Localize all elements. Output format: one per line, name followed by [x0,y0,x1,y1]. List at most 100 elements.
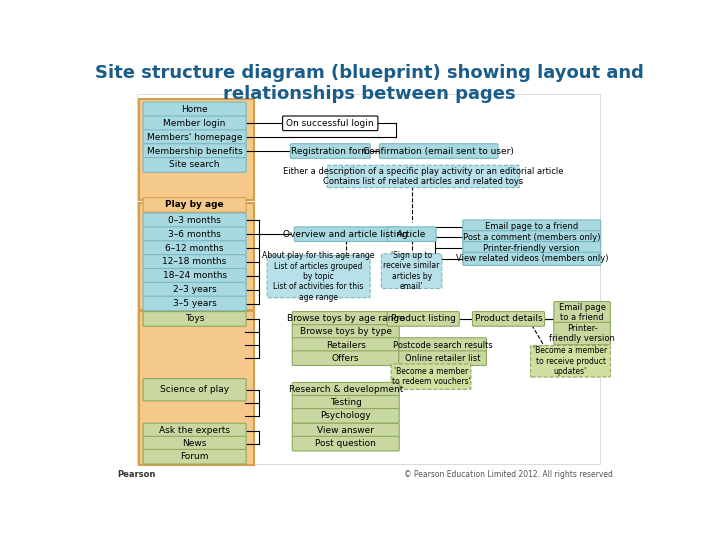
FancyBboxPatch shape [143,282,246,297]
FancyBboxPatch shape [143,213,246,228]
Text: 0–3 months: 0–3 months [168,216,221,225]
Text: About play for this age range
List of articles grouped
by topic
List of activiti: About play for this age range List of ar… [262,251,375,302]
Text: © Pearson Education Limited 2012. All rights reserved: © Pearson Education Limited 2012. All ri… [404,470,613,479]
FancyBboxPatch shape [554,301,611,324]
FancyBboxPatch shape [143,241,246,255]
Text: Confirmation (email sent to user): Confirmation (email sent to user) [364,146,514,156]
FancyBboxPatch shape [387,312,459,326]
Text: Psychology: Psychology [320,411,371,421]
Text: Member login: Member login [163,119,226,128]
FancyBboxPatch shape [143,379,246,401]
FancyBboxPatch shape [143,296,246,311]
FancyBboxPatch shape [290,144,370,158]
FancyBboxPatch shape [143,130,246,145]
FancyBboxPatch shape [143,423,246,438]
FancyBboxPatch shape [139,99,253,200]
FancyBboxPatch shape [292,382,399,397]
Text: 'Become a member
to redeem vouchers': 'Become a member to redeem vouchers' [392,367,470,386]
FancyBboxPatch shape [137,94,600,464]
Text: Product details: Product details [474,314,542,323]
Text: Research & development: Research & development [289,385,403,394]
Text: Site search: Site search [169,160,220,170]
Text: 18–24 months: 18–24 months [163,271,227,280]
FancyBboxPatch shape [327,165,519,187]
Text: Email page to a friend: Email page to a friend [485,222,578,231]
FancyBboxPatch shape [463,252,600,265]
FancyBboxPatch shape [292,325,399,339]
Text: Pearson: Pearson [117,470,156,479]
FancyBboxPatch shape [292,409,399,423]
FancyBboxPatch shape [463,220,600,233]
FancyBboxPatch shape [139,204,253,309]
Text: Post a comment (members only): Post a comment (members only) [463,233,600,242]
FancyBboxPatch shape [292,395,399,410]
Text: Browse toys by age range: Browse toys by age range [287,314,405,323]
FancyBboxPatch shape [143,436,246,451]
Text: On successful login: On successful login [287,119,374,128]
FancyBboxPatch shape [143,158,246,172]
FancyBboxPatch shape [143,268,246,283]
FancyBboxPatch shape [282,116,378,131]
FancyBboxPatch shape [139,311,253,465]
Text: Home: Home [181,105,208,114]
FancyBboxPatch shape [292,351,399,366]
FancyBboxPatch shape [143,144,246,158]
Text: 6–12 months: 6–12 months [166,244,224,253]
FancyBboxPatch shape [463,241,600,254]
Text: Play by age: Play by age [166,200,224,210]
Text: Product listing: Product listing [391,314,456,323]
Text: 12–18 months: 12–18 months [163,258,227,266]
Text: Toys: Toys [185,314,204,323]
Text: Postcode search results: Postcode search results [392,341,492,349]
Text: Online retailer list: Online retailer list [405,354,480,363]
FancyBboxPatch shape [143,227,246,241]
Text: Article: Article [397,230,426,239]
FancyBboxPatch shape [143,254,246,269]
Text: 3–6 months: 3–6 months [168,230,221,239]
FancyBboxPatch shape [292,436,399,451]
Text: Email page
to a friend: Email page to a friend [559,303,606,322]
Text: Offers: Offers [332,354,359,363]
FancyBboxPatch shape [399,338,487,353]
Text: Printer-
friendly version: Printer- friendly version [549,324,615,343]
FancyBboxPatch shape [463,231,600,244]
Text: View answer: View answer [318,426,374,435]
Text: Browse toys by type: Browse toys by type [300,327,392,336]
Text: Members' homepage: Members' homepage [147,133,243,141]
Text: 2–3 years: 2–3 years [173,285,217,294]
FancyBboxPatch shape [292,423,399,438]
Text: 'Become a member
to receive product
updates': 'Become a member to receive product upda… [534,346,608,376]
Text: News: News [182,439,207,448]
Text: Printer-friendly version: Printer-friendly version [483,244,580,253]
Text: Testing: Testing [330,399,361,407]
FancyBboxPatch shape [292,312,399,326]
FancyBboxPatch shape [382,254,442,288]
FancyBboxPatch shape [387,227,436,241]
FancyBboxPatch shape [267,255,370,298]
FancyBboxPatch shape [391,364,471,389]
Text: Membership benefits: Membership benefits [147,146,243,156]
FancyBboxPatch shape [143,449,246,464]
Text: Either a description of a specific play activity or an editorial article
Contain: Either a description of a specific play … [283,167,564,186]
Text: Ask the experts: Ask the experts [159,426,230,435]
Text: Retailers: Retailers [326,341,366,349]
Text: Site structure diagram (blueprint) showing layout and
relationships between page: Site structure diagram (blueprint) showi… [94,64,644,103]
FancyBboxPatch shape [294,227,397,241]
FancyBboxPatch shape [379,144,498,158]
FancyBboxPatch shape [292,338,399,353]
Text: View related videos (members only): View related videos (members only) [456,254,608,264]
FancyBboxPatch shape [143,116,246,131]
Text: Forum: Forum [181,452,209,461]
Text: Science of play: Science of play [160,385,229,394]
FancyBboxPatch shape [472,312,544,326]
FancyBboxPatch shape [399,351,487,366]
FancyBboxPatch shape [531,346,611,377]
Text: 3–5 years: 3–5 years [173,299,217,308]
Text: Registration form: Registration form [291,146,369,156]
Text: 'Sign up to
receive similar
articles by
email': 'Sign up to receive similar articles by … [384,251,440,291]
FancyBboxPatch shape [143,102,246,117]
Text: Overview and article listing: Overview and article listing [284,230,408,239]
FancyBboxPatch shape [554,322,611,345]
Text: Post question: Post question [315,439,376,448]
FancyBboxPatch shape [143,312,246,326]
